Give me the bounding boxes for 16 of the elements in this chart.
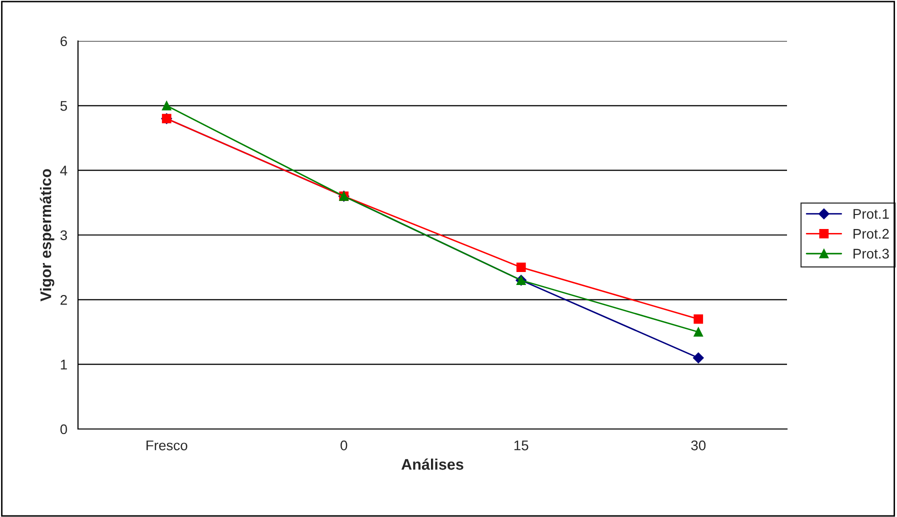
legend-label: Prot.2 xyxy=(854,228,889,239)
x-tick-label: Fresco xyxy=(146,440,188,450)
y-tick-label: 2 xyxy=(60,295,67,305)
y-tick-label: 1 xyxy=(60,360,67,370)
legend-label: Prot.1 xyxy=(854,209,889,219)
x-tick-label: 15 xyxy=(514,440,528,450)
y-axis-title: Vigor espermático xyxy=(40,169,54,302)
y-tick-label: 0 xyxy=(60,424,68,434)
y-tick-label: 5 xyxy=(60,101,67,111)
x-tick-label: 30 xyxy=(691,440,706,450)
x-axis-title: Análises xyxy=(401,458,464,470)
y-tick-label: 6 xyxy=(60,36,67,46)
y-tick-label: 4 xyxy=(60,166,68,176)
x-tick-label: 0 xyxy=(340,440,348,450)
y-tick-label: 3 xyxy=(60,230,67,240)
legend-label: Prot.3 xyxy=(854,248,889,259)
